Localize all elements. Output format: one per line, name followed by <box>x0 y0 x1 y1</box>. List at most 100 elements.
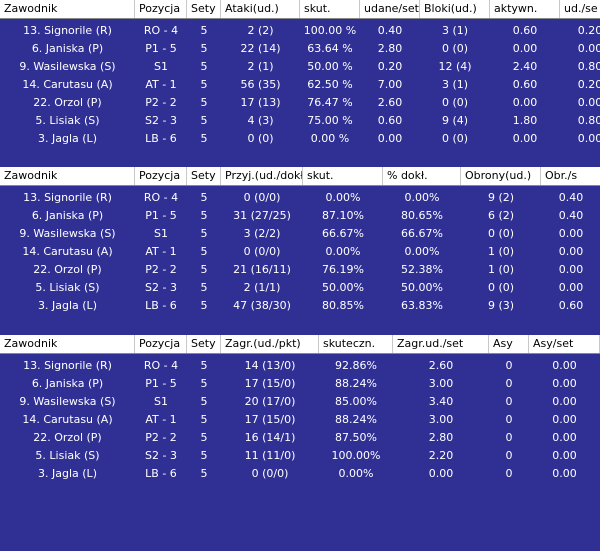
table-cell: 2 (1/1) <box>243 281 281 294</box>
table-cell: P1 - 5 <box>145 42 177 55</box>
table-cell: 0 (0) <box>441 42 469 55</box>
table-cell: 5 <box>200 114 208 127</box>
table-cell: P2 - 2 <box>145 96 177 109</box>
table-cell: 3 (2/2) <box>243 227 281 240</box>
table-cell: 0 (0/0) <box>243 245 281 258</box>
table-cell: S2 - 3 <box>145 449 177 462</box>
table-cell: P2 - 2 <box>145 263 177 276</box>
header-cell: Asy/set <box>529 335 600 353</box>
table-cell: 62.50 % <box>307 78 353 91</box>
table-cell: 0.40 <box>558 209 584 222</box>
table-cell: 5 <box>200 377 208 390</box>
table-cell: 2.40 <box>512 60 538 73</box>
table-cell: 0.00 <box>577 96 600 109</box>
table-cell: 5 <box>200 191 208 204</box>
table-cell: 80.85% <box>322 299 364 312</box>
table-cell: 0.00 <box>558 227 584 240</box>
table-cell: 5 <box>200 227 208 240</box>
table-cell: 3. Jagla (L) <box>38 299 97 312</box>
table-cell: 0.00 <box>552 413 577 426</box>
table-cell: 5 <box>200 299 208 312</box>
table-cell: 14 (13/0) <box>244 359 296 372</box>
table-header: Zawodnik Pozycja Sety Przyj.(ud./dokł.) skut… <box>0 167 600 186</box>
table-cell: LB - 6 <box>145 299 177 312</box>
table-cell: 50.00% <box>322 281 364 294</box>
header-cell: Sety <box>187 167 221 185</box>
table-cell: 14. Carutasu (A) <box>22 245 113 258</box>
table-cell: RO - 4 <box>143 359 179 372</box>
table-cell: 5 <box>200 24 208 37</box>
table-cell: S1 <box>154 60 168 73</box>
table-cell: 0.00 <box>377 132 403 145</box>
table-cell: 0.00% <box>325 191 361 204</box>
table-cell: 0.00 <box>428 467 454 480</box>
table-cell: 0 (0) <box>487 281 515 294</box>
table-cell: 3.00 <box>428 377 454 390</box>
table-cell: 22. Orzol (P) <box>33 263 102 276</box>
table-cell: 0.00% <box>404 245 440 258</box>
table-cell: 0.60 <box>512 78 538 91</box>
table-cell: 52.38% <box>401 263 443 276</box>
table-cell: 0 (0) <box>487 227 515 240</box>
table-cell: P2 - 2 <box>145 431 177 444</box>
table-cell: 85.00% <box>335 395 377 408</box>
header-cell: Zawodnik <box>0 335 135 353</box>
header-cell: % dokł. <box>383 167 461 185</box>
header-cell: Przyj.(ud./dokł.) <box>221 167 303 185</box>
table-cell: 100.00% <box>331 449 381 462</box>
table-cell: 17 (13) <box>240 96 281 109</box>
table-cell: 0.20 <box>577 24 600 37</box>
table-cell: LB - 6 <box>145 467 177 480</box>
table-cell: 0.00 <box>512 42 538 55</box>
table-cell: 0.00 <box>552 467 577 480</box>
table-cell: 2.80 <box>428 431 454 444</box>
table-cell: 2 (1) <box>247 60 274 73</box>
table-cell: 5. Lisiak (S) <box>35 114 100 127</box>
table-cell: 0 (0/0) <box>243 191 281 204</box>
table-cell: 0.00% <box>325 245 361 258</box>
table-cell: 5 <box>200 42 208 55</box>
table-cell: 0.60 <box>558 299 584 312</box>
table-cell: 0.00 <box>552 449 577 462</box>
header-cell: Ataki(ud.) <box>221 0 300 18</box>
table-cell: 0 (0/0) <box>251 467 289 480</box>
table-cell: 0.00 <box>558 245 584 258</box>
table-cell: 0.00 <box>577 132 600 145</box>
table-cell: 9. Wasilewska (S) <box>19 395 116 408</box>
header-cell: aktywn. <box>490 0 560 18</box>
table-cell: 0.00 <box>577 42 600 55</box>
table-cell: S1 <box>154 395 168 408</box>
table-cell: 14. Carutasu (A) <box>22 78 113 91</box>
table-cell: 5 <box>200 245 208 258</box>
table-cell: 63.83% <box>401 299 443 312</box>
header-cell: Pozycja <box>135 0 187 18</box>
table-cell: 0 <box>505 449 513 462</box>
table-cell: 5 <box>200 281 208 294</box>
header-cell: Zawodnik <box>0 167 135 185</box>
table-cell: 0 <box>505 431 513 444</box>
table-cell: 0 <box>505 377 513 390</box>
table-cell: 5 <box>200 263 208 276</box>
table-cell: 2.60 <box>377 96 403 109</box>
table-header: Zawodnik Pozycja Sety Ataki(ud.) skut. udane/… <box>0 0 600 19</box>
table-cell: 3. Jagla (L) <box>38 132 97 145</box>
table-cell: 47 (38/30) <box>233 299 291 312</box>
table-cell: 0.20 <box>577 78 600 91</box>
table-cell: 0.60 <box>512 24 538 37</box>
table-cell: 3.00 <box>428 413 454 426</box>
table-cell: 0 (0) <box>247 132 274 145</box>
header-cell: skuteczn. <box>319 335 393 353</box>
header-cell: Sety <box>187 335 221 353</box>
table-cell: S1 <box>154 227 168 240</box>
table-cell: 0.00 <box>512 96 538 109</box>
header-cell: Zawodnik <box>0 0 135 18</box>
table-cell: 0.40 <box>377 24 403 37</box>
header-cell: Pozycja <box>135 335 187 353</box>
table-cell: 3. Jagla (L) <box>38 467 97 480</box>
header-cell: Zagr.ud./set <box>393 335 489 353</box>
table-cell: 5 <box>200 96 208 109</box>
header-cell: skut. <box>303 167 383 185</box>
header-cell: udane/set <box>360 0 420 18</box>
table-cell: 9. Wasilewska (S) <box>19 227 116 240</box>
table-cell: 3 (1) <box>441 24 469 37</box>
